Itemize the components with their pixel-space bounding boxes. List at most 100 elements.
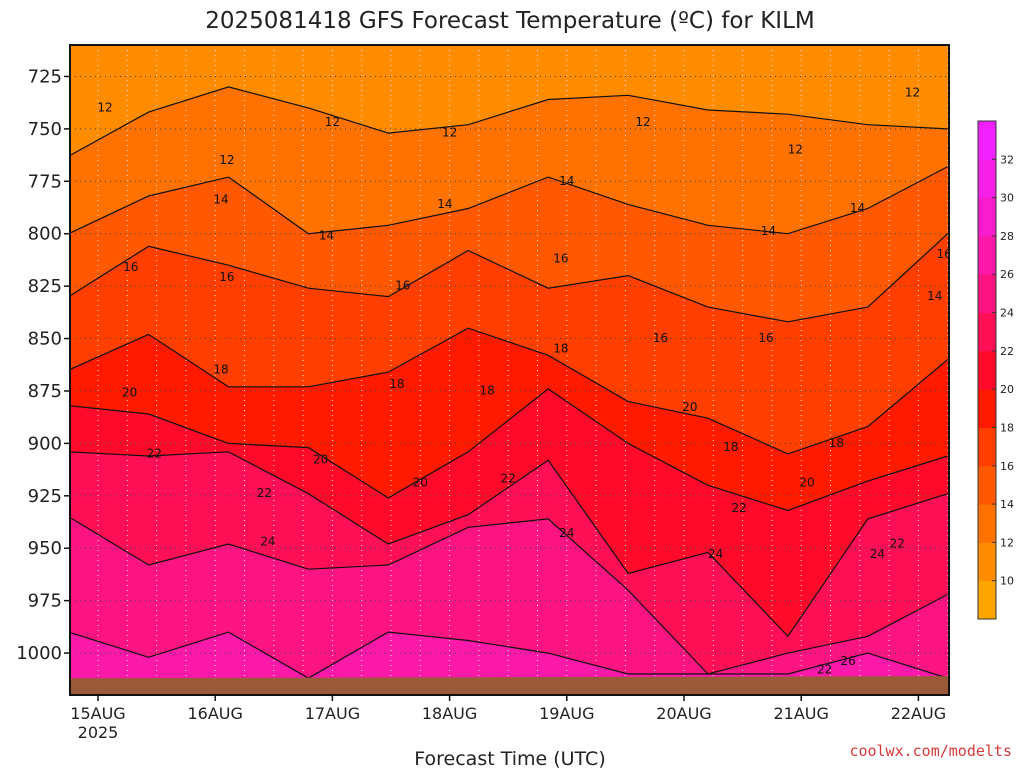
isotherm-20 <box>70 388 948 512</box>
colorbar-swatch <box>978 542 996 582</box>
colorbar-swatch <box>978 121 996 160</box>
isotherm-lines <box>70 86 949 679</box>
isotherm-label: 20 <box>799 476 814 490</box>
isotherm-label: 24 <box>260 534 275 548</box>
temperature-bands <box>70 45 949 695</box>
isotherm-label: 16 <box>758 331 773 345</box>
x-axis-label: Forecast Time (UTC) <box>414 748 605 768</box>
isotherm-label: 18 <box>213 363 228 377</box>
y-tick-label: 925 <box>28 486 62 507</box>
isotherm-label: 22 <box>731 501 746 515</box>
y-tick-label: 1000 <box>16 643 62 664</box>
isotherm-label: 18 <box>553 342 568 356</box>
colorbar-tick-label: 22 <box>1000 345 1014 358</box>
colorbar-tick-label: 20 <box>1000 383 1014 396</box>
isotherm-18 <box>70 327 949 455</box>
isotherm-label: 14 <box>437 197 452 211</box>
y-tick-label: 975 <box>28 591 62 612</box>
isotherm-label: 22 <box>890 537 905 551</box>
ground-surface <box>70 676 949 695</box>
isotherm-label: 22 <box>147 446 162 460</box>
colorbar-tick-label: 18 <box>1000 421 1014 434</box>
isotherm-22 <box>70 451 948 638</box>
x-tick-label: 17AUG <box>305 704 360 723</box>
isotherm-label: 14 <box>850 201 865 215</box>
isotherm-label: 16 <box>653 331 668 345</box>
isotherm-label: 12 <box>635 115 650 129</box>
x-tick-label: 22AUG <box>891 704 946 723</box>
isotherm-label: 14 <box>927 289 942 303</box>
isotherm-14 <box>70 166 948 235</box>
credit-link[interactable]: coolwx.com/modelts <box>849 742 1012 760</box>
plot-frame <box>69 44 950 696</box>
band-12 <box>70 45 949 156</box>
isotherm-label: 14 <box>761 224 776 238</box>
colorbar: 10 12 14 16 18 20 22 24 26 28 30 32 <box>977 120 1014 620</box>
colorbar-frame <box>977 120 997 620</box>
y-tick-label: 875 <box>28 381 62 402</box>
isotherm-label: 12 <box>219 153 234 167</box>
isotherm-label: 18 <box>723 440 738 454</box>
isotherm-label: 16 <box>219 270 234 284</box>
colorbar-swatch <box>978 197 996 237</box>
colorbar-tick-label: 26 <box>1000 268 1014 281</box>
gridlines <box>70 45 949 695</box>
isotherm-26 <box>70 631 948 679</box>
isotherm-label: 26 <box>840 654 855 668</box>
isotherm-label: 22 <box>501 472 516 486</box>
x-tick-label: 18AUG <box>422 704 477 723</box>
colorbar-swatch <box>978 159 996 199</box>
isotherm-label: 18 <box>479 383 494 397</box>
colorbar-swatch <box>978 427 996 467</box>
isotherm-label: 14 <box>319 228 334 242</box>
isotherm-label: 20 <box>682 400 697 414</box>
colorbar-tick-label: 14 <box>1000 498 1014 511</box>
colorbar-swatch <box>978 350 996 390</box>
isotherm-label: 22 <box>257 486 272 500</box>
isotherm-labels: 12 12 12 12 12 12 12 14 14 14 14 14 14 14 16 16 16 16 16 16… <box>97 86 967 677</box>
isotherm-label: 20 <box>122 386 137 400</box>
isotherm-label: 20 <box>413 476 428 490</box>
isotherm-label: 24 <box>559 526 574 540</box>
isotherm-label: 12 <box>442 126 457 140</box>
isotherm-24 <box>70 516 948 675</box>
colorbar-swatch <box>978 389 996 428</box>
y-tick-label: 725 <box>28 66 62 87</box>
isotherm-label: 16 <box>937 247 952 261</box>
isotherm-label: 14 <box>213 193 228 207</box>
isotherm-label: 16 <box>395 279 410 293</box>
colorbar-tick-label: 24 <box>1000 307 1014 320</box>
y-tick-label: 950 <box>28 538 62 559</box>
x-tick-label: 21AUG <box>773 704 828 723</box>
y-axis: 725 750 775 800 825 850 875 900 925 950 975 1000 <box>16 66 70 664</box>
x-tick-label: 19AUG <box>539 704 594 723</box>
y-tick-label: 850 <box>28 329 62 350</box>
colorbar-swatch <box>978 504 996 543</box>
isotherm-label: 12 <box>325 115 340 129</box>
isotherm-label: 24 <box>708 547 723 561</box>
y-tick-label: 900 <box>28 433 62 454</box>
colorbar-swatch <box>978 274 996 314</box>
colorbar-tick-label: 28 <box>1000 230 1014 243</box>
isotherm-label: 18 <box>952 407 967 421</box>
colorbar-tick-label: 16 <box>1000 460 1014 473</box>
isotherm-label: 12 <box>788 142 803 156</box>
x-tick-year: 2025 <box>78 723 119 742</box>
isotherm-16 <box>70 233 949 323</box>
x-tick-label: 15AUG <box>70 704 125 723</box>
y-tick-label: 825 <box>28 276 62 297</box>
isotherm-label: 18 <box>389 377 404 391</box>
isotherm-label: 20 <box>313 453 328 467</box>
isotherm-12 <box>70 86 948 157</box>
isotherm-label: 14 <box>559 174 574 188</box>
isotherm-label: 16 <box>123 260 138 274</box>
x-tick-label: 16AUG <box>187 704 242 723</box>
isotherm-label: 16 <box>553 251 568 265</box>
colorbar-tick-label: 12 <box>1000 536 1014 549</box>
colorbar-swatch <box>978 465 996 505</box>
colorbar-swatch <box>978 580 996 620</box>
isotherm-label: 22 <box>817 662 832 676</box>
colorbar-swatch <box>978 312 996 352</box>
colorbar-swatch <box>978 235 996 275</box>
colorbar-tick-label: 10 <box>1000 575 1014 588</box>
